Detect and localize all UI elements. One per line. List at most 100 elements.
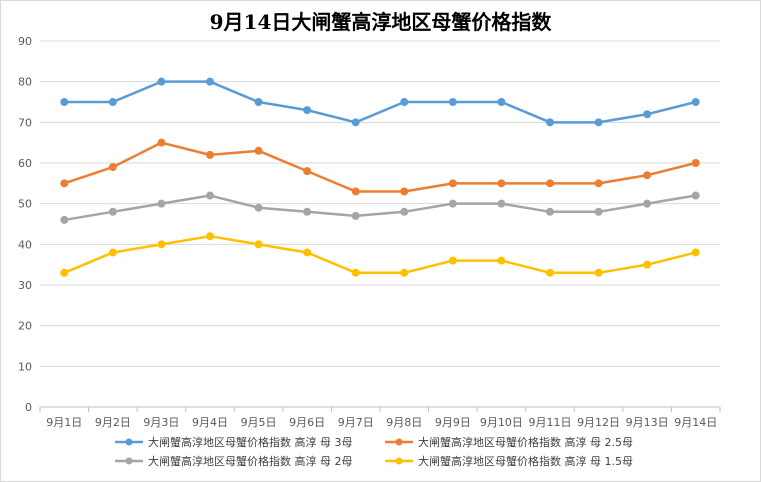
data-point: [497, 179, 506, 188]
legend-swatch-marker: [125, 438, 133, 446]
data-point: [643, 260, 652, 269]
data-point: [108, 163, 117, 172]
x-tick-label: 9月2日: [95, 416, 131, 429]
series-3: [60, 232, 700, 277]
data-point: [351, 187, 360, 196]
data-point: [497, 199, 506, 208]
x-tick-label: 9月14日: [674, 416, 717, 429]
data-point: [400, 187, 409, 196]
data-point: [546, 118, 554, 127]
legend-item: 大闸蟹高淳地区母蟹价格指数 高淳 母 3母: [115, 435, 353, 449]
data-point: [157, 77, 166, 86]
data-point: [400, 207, 409, 216]
series-line: [63, 141, 697, 193]
legend-label: 大闸蟹高淳地区母蟹价格指数 高淳 母 1.5母: [418, 454, 633, 468]
data-point: [594, 207, 603, 216]
data-point: [303, 248, 312, 257]
data-point: [400, 98, 409, 106]
x-tick-label: 9月10日: [480, 416, 523, 429]
x-tick-label: 9月7日: [338, 416, 374, 429]
x-tick-label: 9月11日: [529, 416, 572, 429]
series-line: [63, 80, 697, 124]
data-point: [351, 118, 360, 127]
data-point: [691, 159, 700, 167]
data-point: [60, 268, 69, 277]
series-1: [60, 138, 700, 196]
data-point: [157, 138, 166, 147]
data-point: [643, 171, 652, 180]
y-tick-label: 40: [18, 238, 32, 251]
data-point: [60, 179, 69, 188]
legend-label: 大闸蟹高淳地区母蟹价格指数 高淳 母 3母: [148, 435, 353, 449]
series-line: [63, 194, 697, 222]
legend-swatch-marker: [395, 457, 403, 465]
legend-label: 大闸蟹高淳地区母蟹价格指数 高淳 母 2母: [148, 454, 353, 468]
data-point: [254, 203, 263, 212]
x-tick-label: 9月3日: [143, 416, 179, 429]
data-point: [594, 268, 603, 277]
legend-label: 大闸蟹高淳地区母蟹价格指数 高淳 母 2.5母: [418, 435, 633, 449]
legend-item: 大闸蟹高淳地区母蟹价格指数 高淳 母 2.5母: [385, 435, 633, 449]
y-tick-label: 20: [18, 320, 32, 333]
data-point: [691, 98, 700, 106]
data-point: [497, 98, 506, 106]
data-point: [546, 207, 554, 216]
legend-item: 大闸蟹高淳地区母蟹价格指数 高淳 母 1.5母: [385, 454, 633, 468]
series-0: [60, 77, 700, 127]
data-point: [594, 179, 603, 188]
x-tick-label: 9月8日: [386, 416, 422, 429]
y-tick-label: 70: [18, 116, 32, 129]
chart-title: 9月14日大闸蟹高淳地区母蟹价格指数: [209, 10, 552, 34]
series-line: [63, 234, 697, 275]
data-point: [303, 207, 312, 216]
x-tick-label: 9月4日: [192, 416, 228, 429]
x-tick-label: 9月13日: [626, 416, 669, 429]
data-point: [206, 232, 214, 241]
x-tick-label: 9月9日: [435, 416, 471, 429]
x-tick-label: 9月12日: [577, 416, 620, 429]
data-point: [60, 215, 69, 224]
data-point: [303, 167, 312, 176]
data-point: [594, 118, 603, 127]
y-tick-label: 30: [18, 279, 32, 292]
data-point: [546, 179, 554, 188]
data-point: [643, 199, 652, 208]
data-point: [448, 199, 457, 208]
y-tick-label: 50: [18, 198, 32, 211]
data-point: [351, 211, 360, 220]
data-point: [448, 179, 457, 188]
data-point: [254, 98, 263, 106]
data-point: [254, 240, 263, 249]
legend-swatch-marker: [125, 457, 133, 465]
x-tick-label: 9月5日: [241, 416, 277, 429]
y-tick-label: 90: [18, 35, 32, 48]
y-tick-label: 60: [18, 157, 32, 170]
data-point: [546, 268, 554, 277]
data-point: [643, 110, 652, 119]
data-point: [206, 77, 214, 86]
data-point: [691, 248, 700, 257]
data-point: [108, 248, 117, 257]
data-point: [351, 268, 360, 277]
data-point: [691, 191, 700, 200]
data-point: [448, 98, 457, 106]
legend-item: 大闸蟹高淳地区母蟹价格指数 高淳 母 2母: [115, 454, 353, 468]
x-tick-label: 9月1日: [46, 416, 82, 429]
data-point: [206, 191, 214, 200]
data-point: [108, 98, 117, 106]
data-point: [157, 240, 166, 249]
data-point: [497, 256, 506, 265]
data-point: [157, 199, 166, 208]
y-tick-label: 0: [25, 401, 32, 414]
data-point: [254, 146, 263, 155]
y-tick-label: 10: [18, 360, 32, 373]
x-tick-label: 9月6日: [289, 416, 325, 429]
data-point: [108, 207, 117, 216]
legend-swatch-marker: [395, 438, 403, 446]
data-point: [303, 106, 312, 115]
y-tick-label: 80: [18, 76, 32, 89]
data-point: [206, 150, 214, 159]
data-point: [60, 98, 69, 106]
